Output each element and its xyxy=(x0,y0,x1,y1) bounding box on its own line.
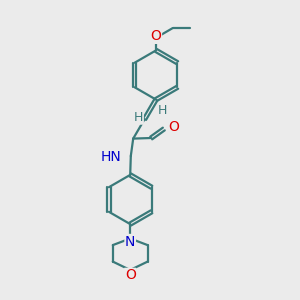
Text: H: H xyxy=(158,104,167,118)
Text: HN: HN xyxy=(101,150,122,164)
Text: O: O xyxy=(168,120,179,134)
Text: N: N xyxy=(125,235,135,248)
Text: O: O xyxy=(125,268,136,282)
Text: H: H xyxy=(134,111,143,124)
Text: O: O xyxy=(151,29,161,43)
